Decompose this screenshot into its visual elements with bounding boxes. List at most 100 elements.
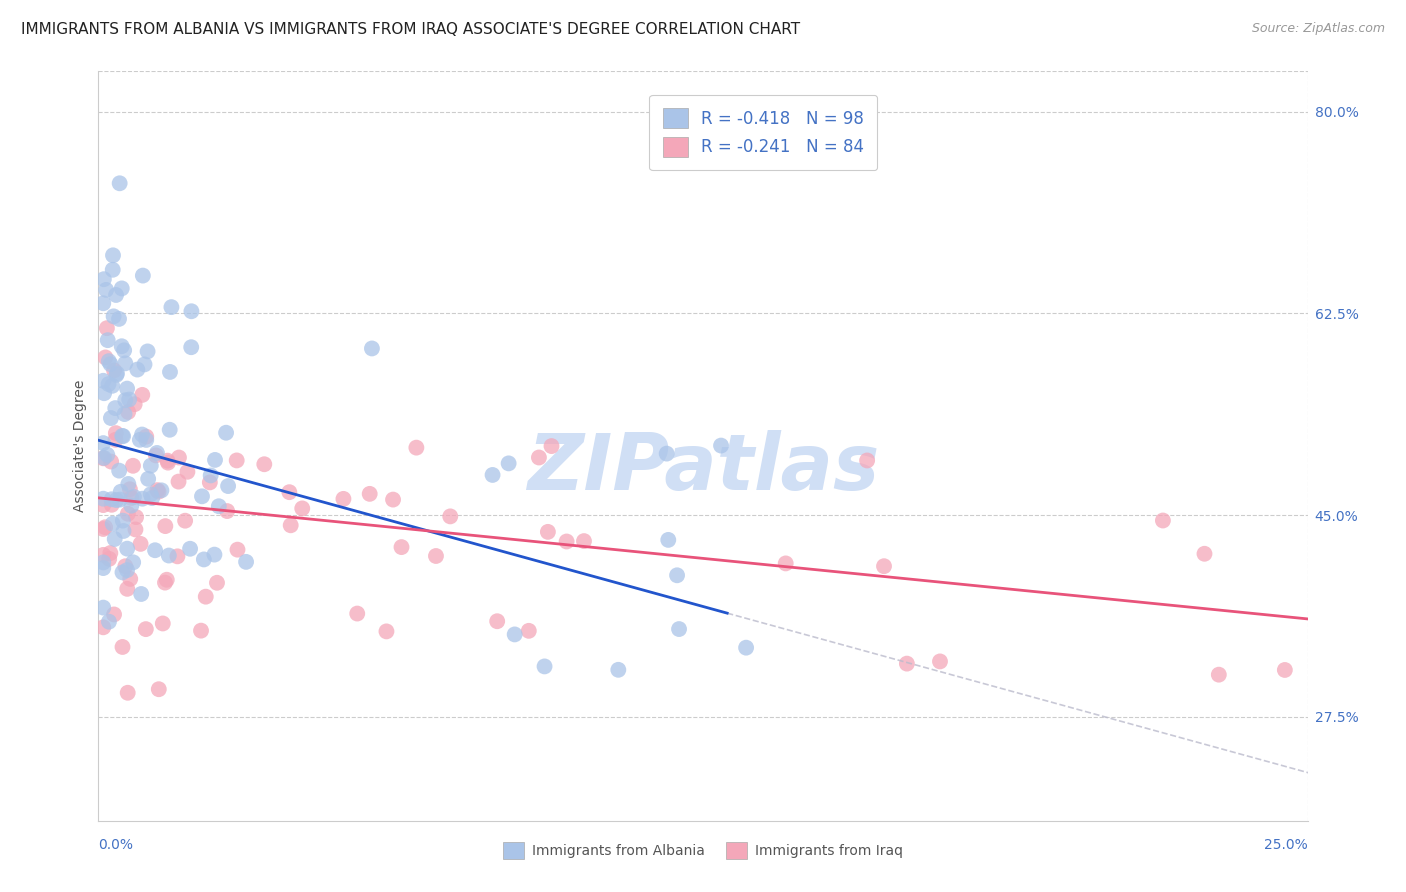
Point (111, 566, 134, 580)
Point (159, 423, 181, 437)
Point (105, 493, 128, 508)
Point (108, 312, 131, 326)
Point (100, 498, 122, 512)
Point (91, 561, 114, 575)
Point (129, 537, 152, 551)
Point (121, 491, 143, 505)
Point (150, 483, 173, 498)
Point (139, 487, 162, 501)
Point (104, 433, 127, 447)
Point (93, 386, 115, 401)
Point (156, 456, 179, 470)
Point (291, 501, 314, 516)
Point (117, 686, 139, 700)
Point (1274, 663, 1296, 677)
Point (1208, 667, 1230, 681)
Point (146, 483, 169, 497)
Point (157, 549, 180, 563)
Point (94, 283, 117, 297)
Point (517, 624, 540, 638)
Point (166, 549, 188, 564)
Point (108, 492, 131, 507)
Point (572, 534, 595, 549)
Point (112, 429, 135, 443)
Point (217, 504, 239, 518)
Point (96, 321, 118, 335)
Point (391, 540, 413, 554)
Point (91, 491, 114, 506)
Point (217, 479, 239, 493)
Point (91, 436, 114, 450)
Point (118, 392, 141, 407)
Point (498, 456, 520, 470)
Point (131, 388, 153, 402)
Point (111, 281, 134, 295)
Point (204, 453, 226, 467)
Point (124, 523, 146, 537)
Point (159, 365, 181, 379)
Point (111, 640, 134, 654)
Point (120, 499, 142, 513)
Legend: Immigrants from Albania, Immigrants from Iraq: Immigrants from Albania, Immigrants from… (496, 835, 910, 866)
Point (93, 450, 115, 465)
Point (94, 520, 117, 534)
Point (139, 458, 162, 473)
Point (93, 272, 115, 286)
Point (100, 454, 122, 468)
Point (346, 607, 368, 621)
Point (108, 464, 131, 478)
Point (167, 475, 190, 489)
Point (122, 458, 145, 473)
Point (929, 655, 952, 669)
Point (91, 620, 114, 634)
Point (359, 487, 381, 501)
Point (122, 555, 145, 569)
Point (132, 268, 155, 283)
Point (91, 522, 114, 536)
Point (143, 543, 166, 558)
Point (124, 397, 146, 411)
Point (540, 439, 562, 453)
Point (114, 356, 136, 370)
Point (873, 559, 896, 574)
Point (112, 343, 135, 358)
Point (226, 542, 249, 557)
Point (179, 541, 201, 556)
Point (503, 627, 526, 641)
Point (101, 379, 124, 393)
Point (200, 468, 222, 483)
Point (155, 519, 177, 533)
Point (856, 453, 879, 467)
Point (486, 614, 509, 628)
Point (134, 358, 156, 372)
Point (101, 262, 124, 277)
Point (141, 491, 163, 505)
Point (115, 382, 138, 396)
Point (666, 568, 689, 582)
Point (156, 453, 179, 467)
Point (131, 491, 153, 506)
Point (101, 516, 124, 531)
Point (117, 507, 139, 521)
Point (135, 433, 157, 447)
Point (278, 485, 301, 500)
Point (91, 498, 114, 512)
Point (148, 682, 170, 697)
Text: ZIPatlas: ZIPatlas (527, 431, 879, 507)
Point (105, 288, 128, 302)
Point (481, 467, 503, 482)
Point (190, 624, 212, 638)
Point (176, 465, 198, 479)
Point (225, 453, 247, 467)
Point (97, 333, 120, 347)
Text: 0.0%: 0.0% (98, 838, 134, 852)
Point (193, 552, 215, 566)
Point (117, 405, 139, 419)
Point (105, 368, 128, 382)
Point (112, 524, 135, 538)
Point (131, 427, 153, 442)
Point (235, 555, 257, 569)
Point (91, 555, 114, 569)
Point (91, 374, 114, 388)
Point (735, 640, 758, 655)
